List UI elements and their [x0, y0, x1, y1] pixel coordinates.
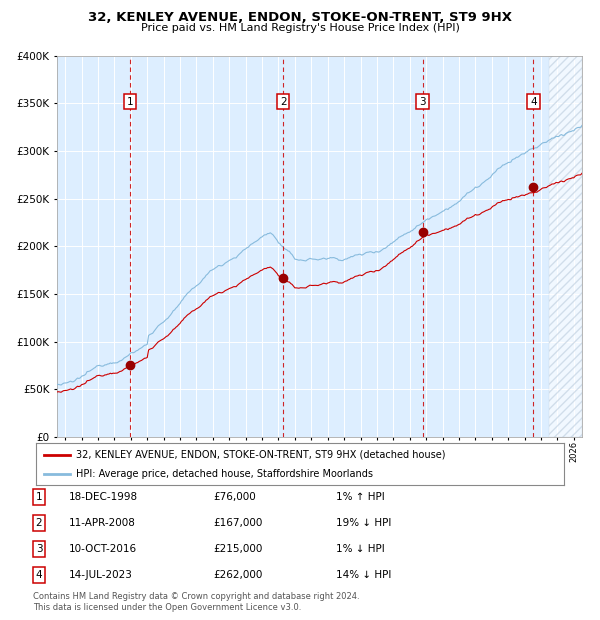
Text: 19% ↓ HPI: 19% ↓ HPI: [336, 518, 391, 528]
Text: 1% ↓ HPI: 1% ↓ HPI: [336, 544, 385, 554]
Text: 32, KENLEY AVENUE, ENDON, STOKE-ON-TRENT, ST9 9HX: 32, KENLEY AVENUE, ENDON, STOKE-ON-TRENT…: [88, 11, 512, 24]
Text: 4: 4: [530, 97, 537, 107]
Text: 14% ↓ HPI: 14% ↓ HPI: [336, 570, 391, 580]
Text: 18-DEC-1998: 18-DEC-1998: [69, 492, 138, 502]
Text: 2: 2: [35, 518, 43, 528]
Text: 4: 4: [35, 570, 43, 580]
Text: 1: 1: [35, 492, 43, 502]
Text: 10-OCT-2016: 10-OCT-2016: [69, 544, 137, 554]
Text: 3: 3: [419, 97, 426, 107]
Text: 2: 2: [280, 97, 286, 107]
Text: 32, KENLEY AVENUE, ENDON, STOKE-ON-TRENT, ST9 9HX (detached house): 32, KENLEY AVENUE, ENDON, STOKE-ON-TRENT…: [76, 450, 445, 459]
Text: 11-APR-2008: 11-APR-2008: [69, 518, 136, 528]
Text: £262,000: £262,000: [213, 570, 262, 580]
Text: £167,000: £167,000: [213, 518, 262, 528]
Text: This data is licensed under the Open Government Licence v3.0.: This data is licensed under the Open Gov…: [33, 603, 301, 612]
Text: Price paid vs. HM Land Registry's House Price Index (HPI): Price paid vs. HM Land Registry's House …: [140, 23, 460, 33]
Text: £215,000: £215,000: [213, 544, 262, 554]
Text: 14-JUL-2023: 14-JUL-2023: [69, 570, 133, 580]
Text: 1: 1: [127, 97, 133, 107]
Text: Contains HM Land Registry data © Crown copyright and database right 2024.: Contains HM Land Registry data © Crown c…: [33, 592, 359, 601]
Text: HPI: Average price, detached house, Staffordshire Moorlands: HPI: Average price, detached house, Staf…: [76, 469, 373, 479]
Text: 3: 3: [35, 544, 43, 554]
Text: £76,000: £76,000: [213, 492, 256, 502]
Text: 1% ↑ HPI: 1% ↑ HPI: [336, 492, 385, 502]
